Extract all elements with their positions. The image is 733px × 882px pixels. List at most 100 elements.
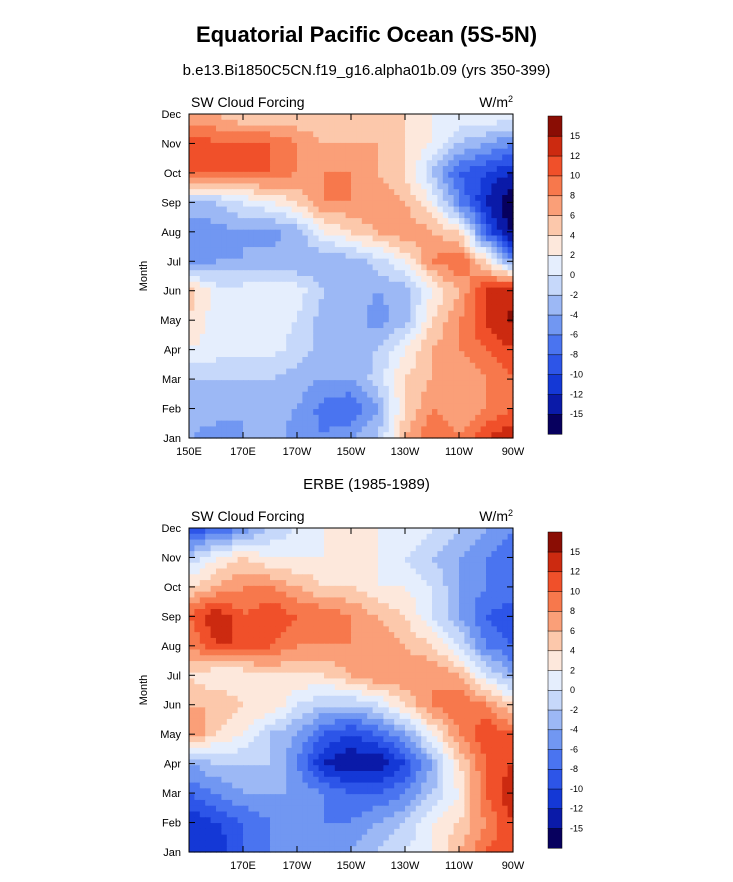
contour-cell bbox=[442, 637, 449, 645]
contour-cell bbox=[253, 125, 260, 132]
contour-cell bbox=[351, 603, 357, 610]
contour-cell bbox=[226, 397, 233, 404]
contour-cell bbox=[221, 609, 228, 616]
contour-cell bbox=[291, 114, 298, 121]
contour-cell bbox=[394, 154, 401, 161]
contour-cell bbox=[405, 614, 411, 622]
contour-cell bbox=[189, 183, 195, 190]
contour-cell bbox=[270, 189, 276, 196]
contour-cell bbox=[383, 206, 390, 213]
contour-cell bbox=[426, 368, 433, 375]
contour-cell bbox=[280, 661, 287, 668]
contour-cell bbox=[394, 391, 401, 399]
contour-cell bbox=[399, 666, 406, 674]
contour-cell bbox=[216, 304, 222, 312]
contour-cell bbox=[253, 183, 260, 190]
contour-cell bbox=[475, 649, 482, 656]
contour-cell bbox=[302, 539, 309, 546]
contour-cell bbox=[216, 235, 222, 242]
contour-cell bbox=[459, 299, 465, 306]
contour-cell bbox=[421, 357, 428, 364]
contour-cell bbox=[491, 420, 498, 428]
contour-cell bbox=[361, 119, 368, 127]
contour-cell bbox=[405, 637, 411, 645]
contour-cell bbox=[302, 661, 309, 668]
contour-cell bbox=[199, 195, 206, 202]
contour-cell bbox=[291, 189, 298, 196]
contour-cell bbox=[340, 672, 347, 680]
contour-cell bbox=[237, 137, 244, 144]
contour-cell bbox=[437, 183, 444, 190]
contour-cell bbox=[345, 166, 352, 173]
contour-cell bbox=[351, 614, 357, 622]
contour-cell bbox=[496, 177, 503, 185]
contour-cell bbox=[372, 310, 379, 318]
contour-cell bbox=[507, 241, 514, 248]
contour-cell bbox=[415, 119, 422, 127]
contour-cell bbox=[259, 293, 266, 300]
contour-cell bbox=[243, 200, 249, 208]
contour-cell bbox=[448, 409, 455, 416]
case-subtitle: b.e13.Bi1850C5CN.f19_g16.alpha01b.09 (yr… bbox=[182, 62, 551, 79]
contour-cell bbox=[442, 414, 449, 422]
contour-cell bbox=[361, 125, 368, 132]
contour-cell bbox=[496, 125, 503, 132]
contour-cell bbox=[378, 125, 384, 132]
contour-cell bbox=[421, 620, 428, 627]
contour-cell bbox=[205, 206, 212, 213]
contour-cell bbox=[297, 420, 303, 428]
contour-cell bbox=[205, 409, 212, 416]
contour-cell bbox=[302, 206, 309, 213]
contour-cell bbox=[275, 287, 282, 294]
contour-cell bbox=[210, 409, 217, 416]
contour-cell bbox=[232, 655, 239, 662]
contour-cell bbox=[291, 137, 298, 144]
contour-cell bbox=[361, 137, 368, 144]
contour-cell bbox=[410, 328, 417, 335]
contour-cell bbox=[313, 333, 320, 341]
contour-cell bbox=[442, 125, 449, 132]
contour-cell bbox=[194, 539, 201, 546]
contour-cell bbox=[313, 131, 320, 138]
contour-cell bbox=[351, 585, 357, 593]
contour-cell bbox=[502, 391, 509, 399]
contour-cell bbox=[340, 114, 347, 121]
contour-cell bbox=[394, 166, 401, 173]
contour-cell bbox=[486, 229, 492, 237]
contour-cell bbox=[221, 304, 228, 312]
contour-cell bbox=[318, 114, 325, 121]
contour-cell bbox=[313, 626, 320, 633]
contour-cell bbox=[367, 195, 374, 202]
contour-cell bbox=[318, 649, 325, 656]
contour-cell bbox=[259, 247, 266, 254]
contour-cell bbox=[253, 539, 260, 546]
contour-cell bbox=[469, 661, 476, 668]
contour-cell bbox=[270, 545, 276, 552]
contour-cell bbox=[475, 351, 482, 358]
contour-cell bbox=[237, 533, 244, 541]
contour-cell bbox=[394, 293, 401, 300]
contour-cell bbox=[340, 545, 347, 552]
contour-cell bbox=[491, 304, 498, 312]
contour-cell bbox=[232, 580, 239, 587]
contour-cell bbox=[464, 119, 471, 127]
contour-cell bbox=[361, 235, 368, 242]
contour-cell bbox=[291, 304, 298, 312]
contour-cell bbox=[216, 171, 222, 179]
contour-cell bbox=[275, 304, 282, 312]
contour-cell bbox=[189, 293, 195, 300]
contour-cell bbox=[324, 391, 330, 399]
contour-cell bbox=[226, 603, 233, 610]
contour-cell bbox=[237, 206, 244, 213]
contour-cell bbox=[280, 391, 287, 399]
contour-cell bbox=[475, 620, 482, 627]
contour-cell bbox=[253, 166, 260, 173]
contour-cell bbox=[486, 597, 492, 604]
contour-cell bbox=[356, 195, 363, 202]
contour-cell bbox=[334, 276, 341, 283]
contour-cell bbox=[367, 183, 374, 190]
contour-cell bbox=[199, 241, 206, 248]
contour-cell bbox=[291, 385, 298, 393]
contour-cell bbox=[334, 397, 341, 404]
contour-cell bbox=[199, 556, 206, 564]
